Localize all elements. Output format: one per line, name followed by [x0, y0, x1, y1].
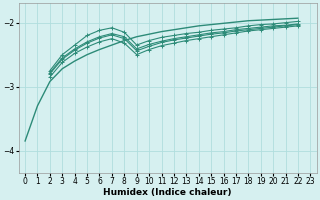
X-axis label: Humidex (Indice chaleur): Humidex (Indice chaleur) [103, 188, 232, 197]
